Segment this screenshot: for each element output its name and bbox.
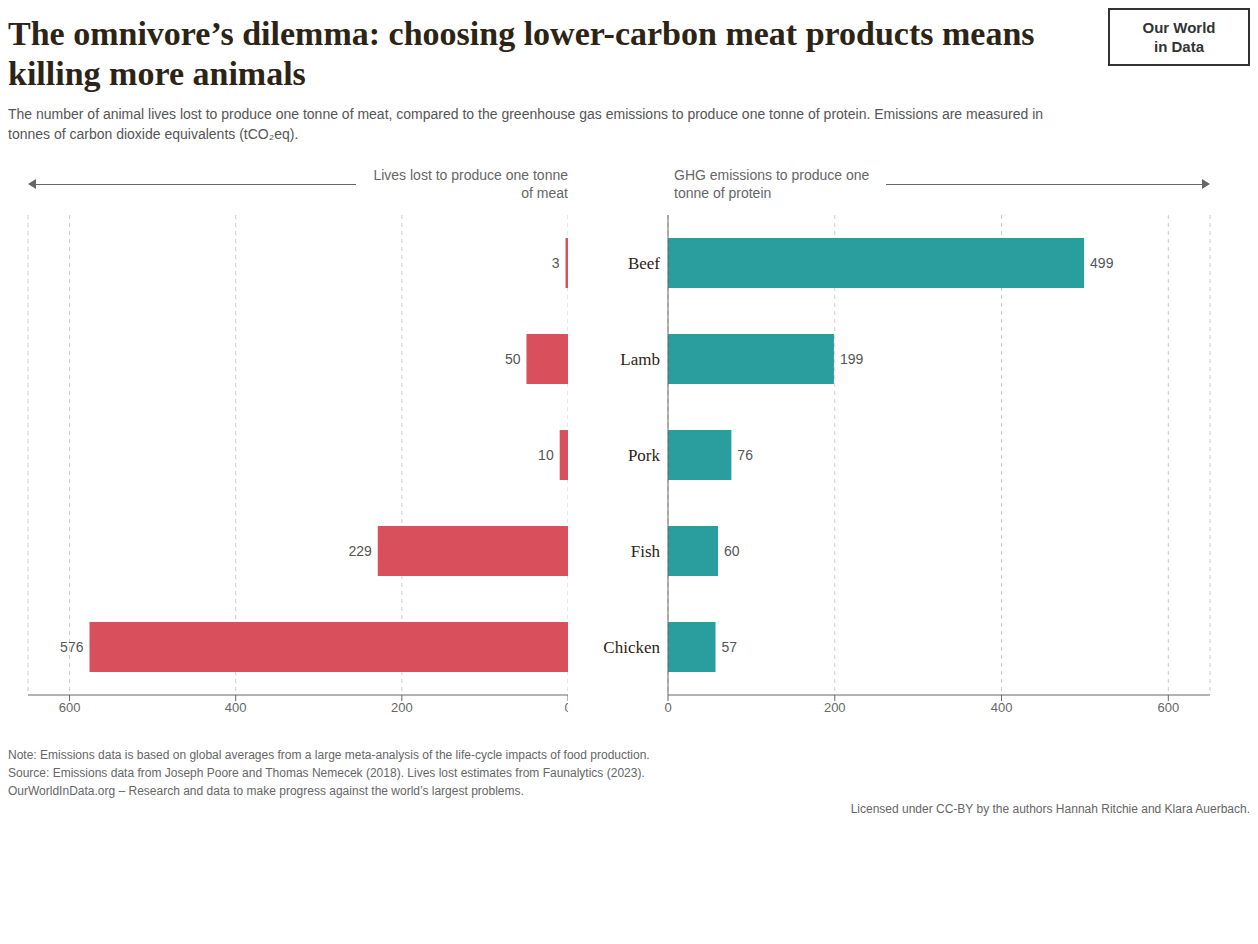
svg-text:Pork: Pork [628,446,661,465]
html-text:Lives lost to produce one tonn: Lives lost to produce one tonne of meat [373,167,568,201]
svg-text:499: 499 [1090,255,1114,271]
svg-text:10: 10 [538,447,554,463]
svg-text:200: 200 [391,700,413,715]
svg-text:400: 400 [225,700,247,715]
svg-text:Lamb: Lamb [620,350,660,369]
html-text:OurWorldInData.org – Research: OurWorldInData.org – Research and data t… [8,784,524,798]
svg-text:400: 400 [991,700,1013,715]
svg-text:Fish: Fish [631,542,661,561]
html-text:in Data: in Data [1154,38,1204,55]
svg-text:57: 57 [722,639,738,655]
html-text:Licensed under CC-BY by the au: Licensed under CC-BY by the authors Hann… [850,802,1250,816]
svg-text:60: 60 [724,543,740,559]
html-text:The omnivore’s dilemma: choosi: The omnivore’s dilemma: choosing lower-c… [8,15,1035,92]
svg-text:76: 76 [737,447,753,463]
html-text:GHG emissions to produce one t: GHG emissions to produce one tonne of pr… [674,167,870,201]
svg-text:0: 0 [664,700,671,715]
svg-text:199: 199 [840,351,864,367]
html-text:Our World: Our World [1142,19,1216,36]
svg-text:229: 229 [348,543,372,559]
html-text:The number of animal lives los: The number of animal lives lost to produ… [8,106,1043,142]
html-text:Source: Emissions data from Jo: Source: Emissions data from Joseph Poore… [8,766,645,780]
svg-text:3: 3 [552,255,560,271]
svg-text:Beef: Beef [628,254,660,273]
svg-text:Chicken: Chicken [603,638,660,657]
svg-text:600: 600 [59,700,81,715]
svg-text:576: 576 [60,639,84,655]
html-text:Note: Emissions data is based: Note: Emissions data is based on global … [8,748,650,762]
svg-text:600: 600 [1157,700,1179,715]
svg-text:0: 0 [564,700,568,715]
svg-text:200: 200 [824,700,846,715]
svg-text:50: 50 [505,351,521,367]
